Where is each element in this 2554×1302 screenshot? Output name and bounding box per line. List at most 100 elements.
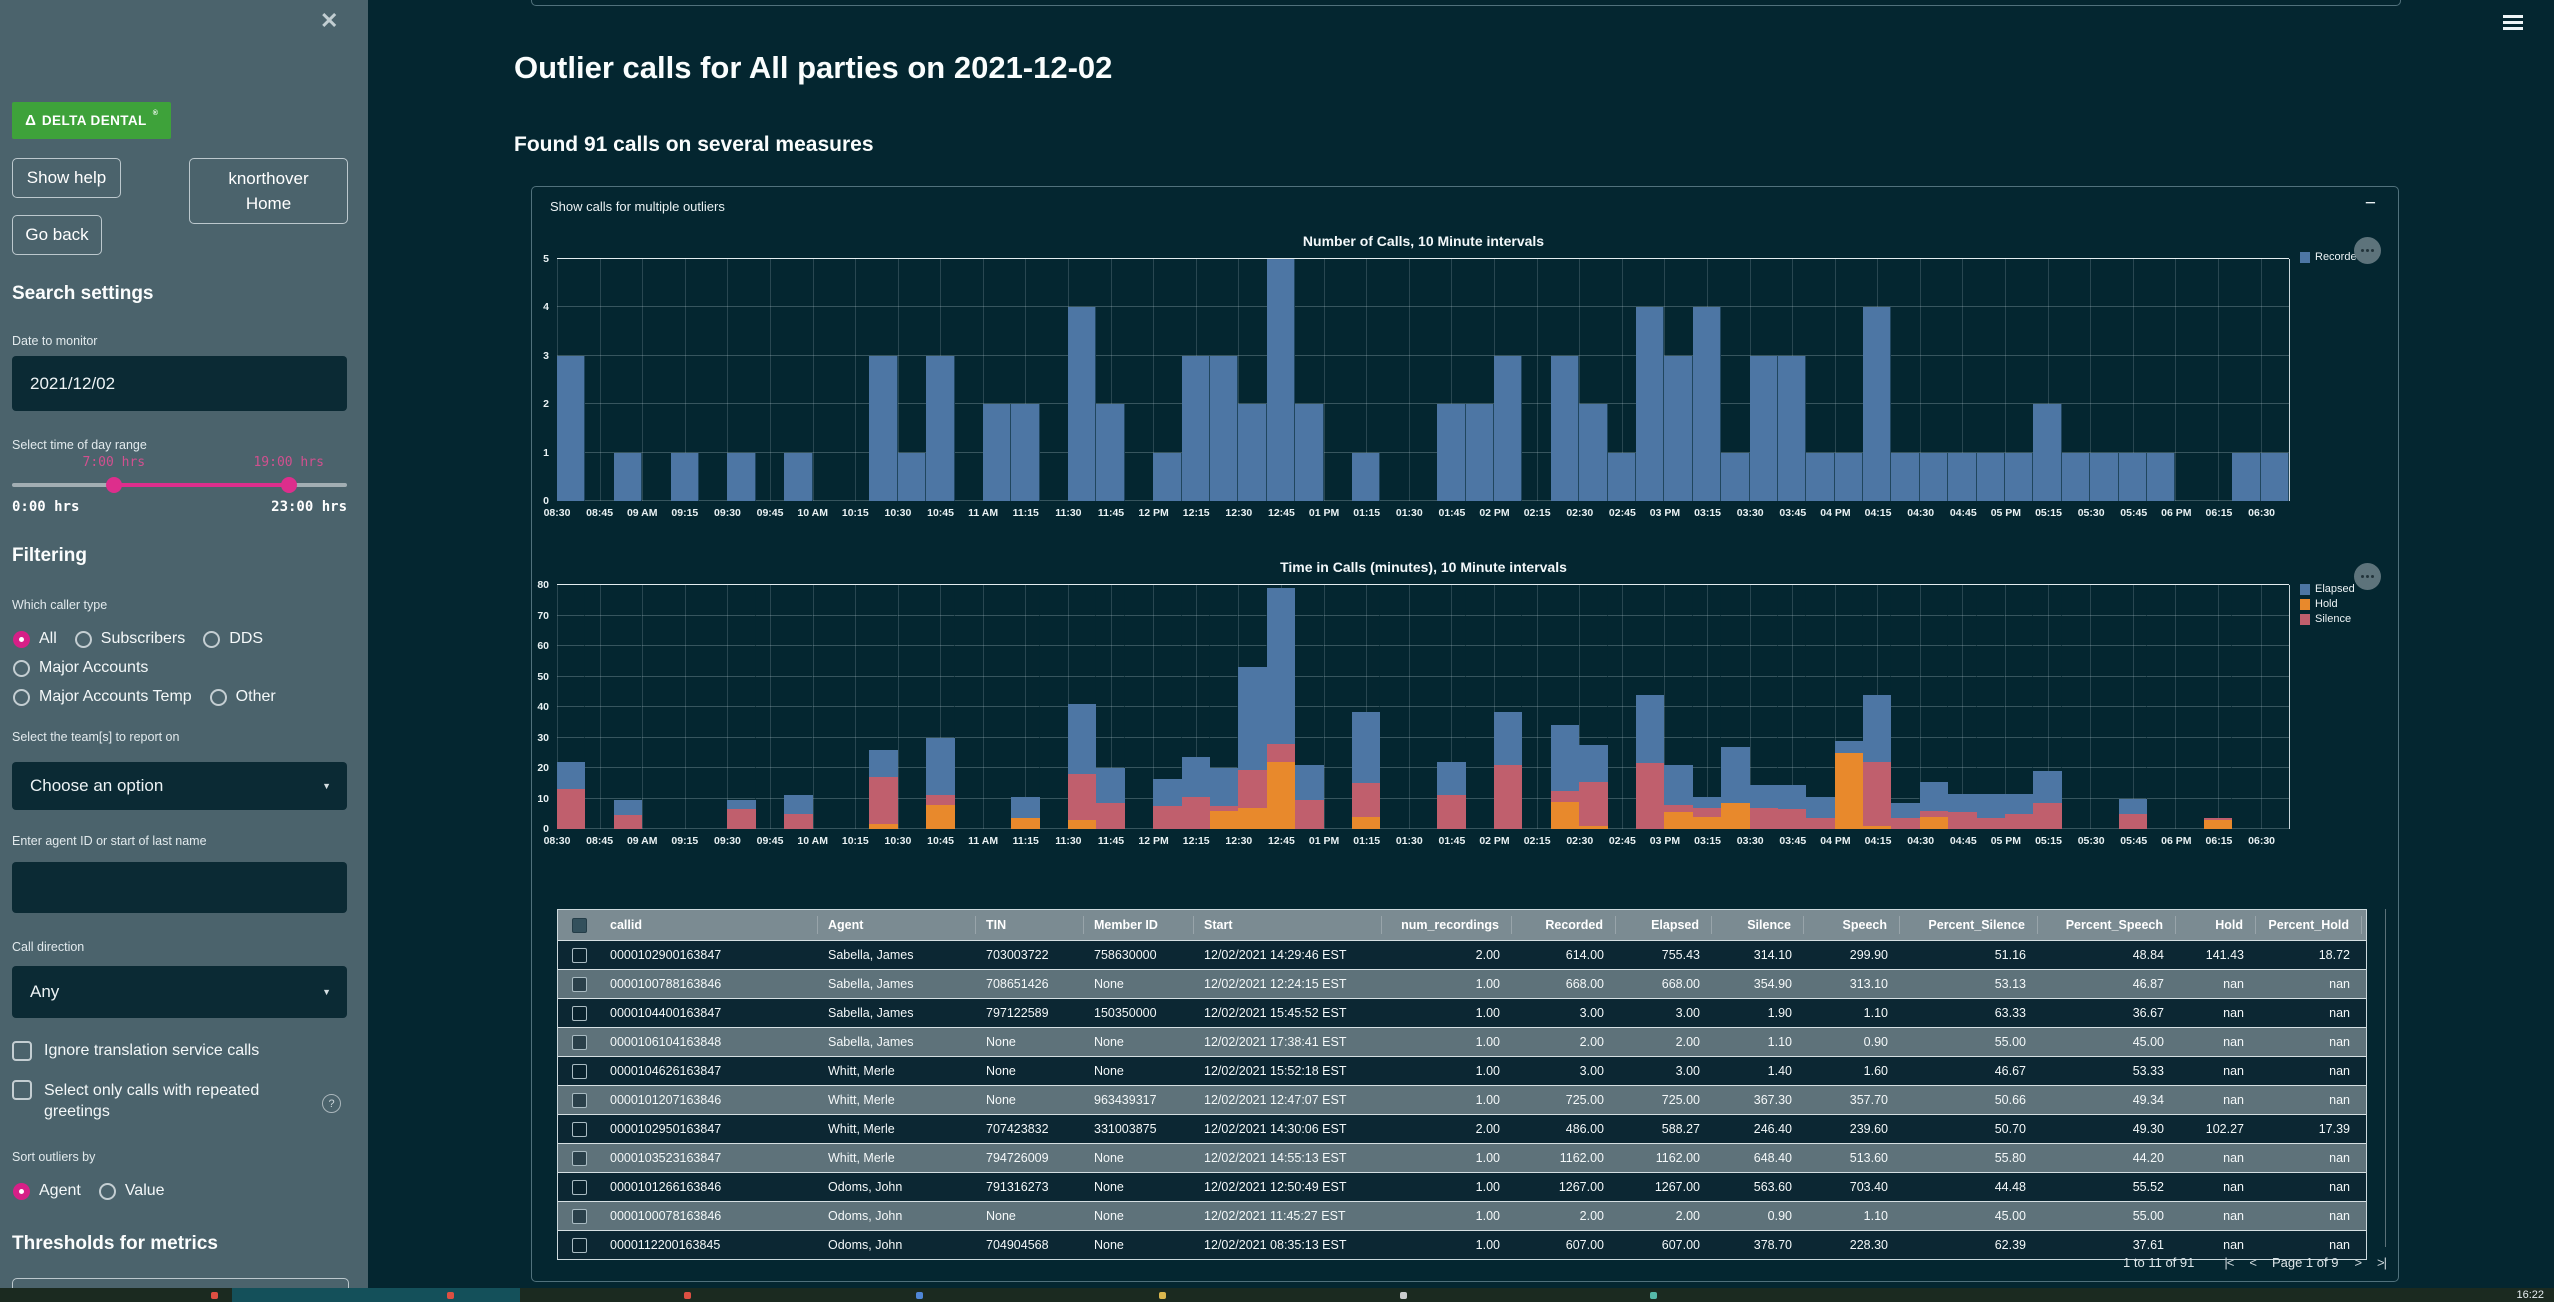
table-row[interactable]: 0000112200163845 Odoms, John 704904568 None…	[558, 1230, 2366, 1259]
direction-select-value: Any	[30, 982, 60, 1001]
gridline	[1792, 585, 1794, 829]
taskbar-icon[interactable]	[447, 1292, 454, 1299]
table-row[interactable]: 0000101207163846 Whitt, Merle None 96343931…	[558, 1085, 2366, 1114]
column-header-callid[interactable]: callid	[600, 916, 818, 934]
row-checkbox[interactable]	[571, 1150, 587, 1166]
direction-select[interactable]: Any ▼	[12, 966, 347, 1018]
table-row[interactable]: 0000100788163846 Sabella, James 708651426 N…	[558, 969, 2366, 998]
legend-item-hold[interactable]: Hold	[2300, 598, 2355, 610]
slider-end-handle[interactable]	[280, 477, 297, 493]
show-help-button[interactable]: Show help	[12, 158, 121, 198]
next-page-button[interactable]: >	[2354, 1255, 2362, 1270]
radio-caller-subscribers-label: Subscribers	[100, 630, 186, 647]
y-tick-label: 2	[543, 398, 549, 411]
column-header-agent[interactable]: Agent	[818, 916, 976, 934]
recorded-bar	[1749, 355, 1778, 501]
radio-sort-agent[interactable]	[13, 1182, 30, 1200]
taskbar-icon[interactable]	[1159, 1292, 1166, 1299]
row-checkbox[interactable]	[571, 1237, 587, 1253]
table-row[interactable]: 0000104626163847 Whitt, Merle None None 12/0…	[558, 1056, 2366, 1085]
radio-caller-other[interactable]	[209, 688, 227, 706]
user-home-button[interactable]: knorthover Home	[189, 158, 348, 224]
agent-input[interactable]	[12, 862, 347, 913]
taskbar-icon[interactable]	[211, 1292, 218, 1299]
column-header-hold[interactable]: Hold	[2176, 916, 2256, 934]
table-row[interactable]: 0000104400163847 Sabella, James 797122589 1…	[558, 998, 2366, 1027]
row-checkbox[interactable]	[571, 1005, 587, 1021]
gridline	[557, 403, 2289, 405]
row-checkbox[interactable]	[571, 1063, 587, 1079]
last-page-button[interactable]: >|	[2377, 1255, 2387, 1270]
column-header-tin[interactable]: TIN	[976, 916, 1084, 934]
cell-start: 12/02/2021 15:52:18 EST	[1204, 1064, 1347, 1078]
column-header-num_recordings[interactable]: num_recordings	[1382, 916, 1512, 934]
radio-sort-value[interactable]	[98, 1182, 116, 1200]
table-row[interactable]: 0000106104163848 Sabella, James None None 12…	[558, 1027, 2366, 1056]
cell-percent_hold: nan	[2329, 1151, 2350, 1165]
row-checkbox[interactable]	[571, 1034, 587, 1050]
slider-start-handle[interactable]	[105, 477, 122, 493]
column-header-elapsed[interactable]: Elapsed	[1616, 916, 1712, 934]
help-icon[interactable]: ?	[322, 1094, 341, 1113]
column-header-percent_hold[interactable]: Percent_Hold	[2256, 916, 2362, 934]
row-checkbox[interactable]	[571, 976, 587, 992]
close-icon[interactable]: ✕	[320, 8, 339, 33]
row-checkbox[interactable]	[571, 1179, 587, 1195]
taskbar-icon[interactable]	[1650, 1292, 1657, 1299]
column-header-silence[interactable]: Silence	[1712, 916, 1804, 934]
table-scrollbar[interactable]	[2385, 909, 2386, 1247]
taskbar-icon[interactable]	[916, 1292, 923, 1299]
collapse-panel-button[interactable]: −	[2364, 193, 2376, 214]
y-tick-label: 30	[537, 731, 549, 744]
gridline	[1919, 259, 1921, 501]
chart-options-button[interactable]	[2354, 237, 2381, 264]
checkbox-ignore-translation[interactable]	[12, 1040, 32, 1061]
slider-selected-range[interactable]	[113, 483, 289, 487]
x-tick-label: 11:15	[1012, 835, 1039, 847]
column-header-percent_silence[interactable]: Percent_Silence	[1900, 916, 2038, 934]
legend-item-recorded[interactable]: Recorded	[2300, 251, 2363, 263]
legend-item-elapsed[interactable]: Elapsed	[2300, 583, 2355, 595]
radio-caller-all[interactable]	[13, 630, 30, 648]
calls-chart-yaxis: 0 1 2 3 4 5	[532, 253, 553, 507]
row-checkbox[interactable]	[571, 947, 587, 963]
go-back-button[interactable]: Go back	[12, 215, 102, 255]
first-page-button[interactable]: |<	[2224, 1255, 2234, 1270]
table-row[interactable]: 0000102950163847 Whitt, Merle 707423832 331…	[558, 1114, 2366, 1143]
chart-options-button[interactable]	[2354, 563, 2381, 590]
table-row[interactable]: 0000100078163846 Odoms, John None None 12/02…	[558, 1201, 2366, 1230]
hamburger-menu-icon[interactable]	[2503, 15, 2523, 33]
prev-page-button[interactable]: <	[2249, 1255, 2257, 1270]
column-header-member id[interactable]: Member ID	[1084, 916, 1194, 934]
radio-caller-major-accounts[interactable]	[13, 659, 30, 677]
date-input[interactable]: 2021/12/02	[12, 356, 347, 411]
select-all-checkbox[interactable]	[571, 917, 587, 933]
cell-hold: nan	[2223, 1035, 2244, 1049]
row-checkbox[interactable]	[571, 1092, 587, 1108]
gridline	[1408, 259, 1410, 501]
radio-caller-major-accounts-temp[interactable]	[13, 688, 30, 706]
column-header-speech[interactable]: Speech	[1804, 916, 1900, 934]
table-row[interactable]: 0000103523163847 Whitt, Merle 794726009 Non…	[558, 1143, 2366, 1172]
slider-end-value: 19:00 hrs	[253, 455, 324, 470]
column-header-start[interactable]: Start	[1194, 916, 1382, 934]
checkbox-repeated-greetings[interactable]	[12, 1080, 32, 1100]
cell-percent_silence: 55.80	[1994, 1151, 2026, 1165]
legend-item-silence[interactable]: Silence	[2300, 613, 2355, 625]
team-select[interactable]: Choose an option ▼	[12, 762, 347, 810]
taskbar-active-app[interactable]	[232, 1288, 520, 1302]
taskbar-icon[interactable]	[684, 1292, 691, 1299]
radio-caller-dds[interactable]	[203, 630, 221, 648]
stacked-bar	[1181, 585, 1211, 829]
taskbar-icon[interactable]	[1400, 1292, 1407, 1299]
table-row[interactable]: 0000102900163847 Sabella, James 703003722 7…	[558, 940, 2366, 969]
row-checkbox[interactable]	[571, 1121, 587, 1137]
column-header-percent_speech[interactable]: Percent_Speech	[2038, 916, 2176, 934]
recorded-bar	[557, 355, 586, 501]
taskbar[interactable]: 16:22	[0, 1288, 2554, 1302]
x-tick-label: 02:45	[1608, 507, 1636, 519]
column-header-recorded[interactable]: Recorded	[1512, 916, 1616, 934]
table-row[interactable]: 0000101266163846 Odoms, John 791316273 None…	[558, 1172, 2366, 1201]
radio-caller-subscribers[interactable]	[74, 630, 92, 648]
row-checkbox[interactable]	[571, 1208, 587, 1224]
